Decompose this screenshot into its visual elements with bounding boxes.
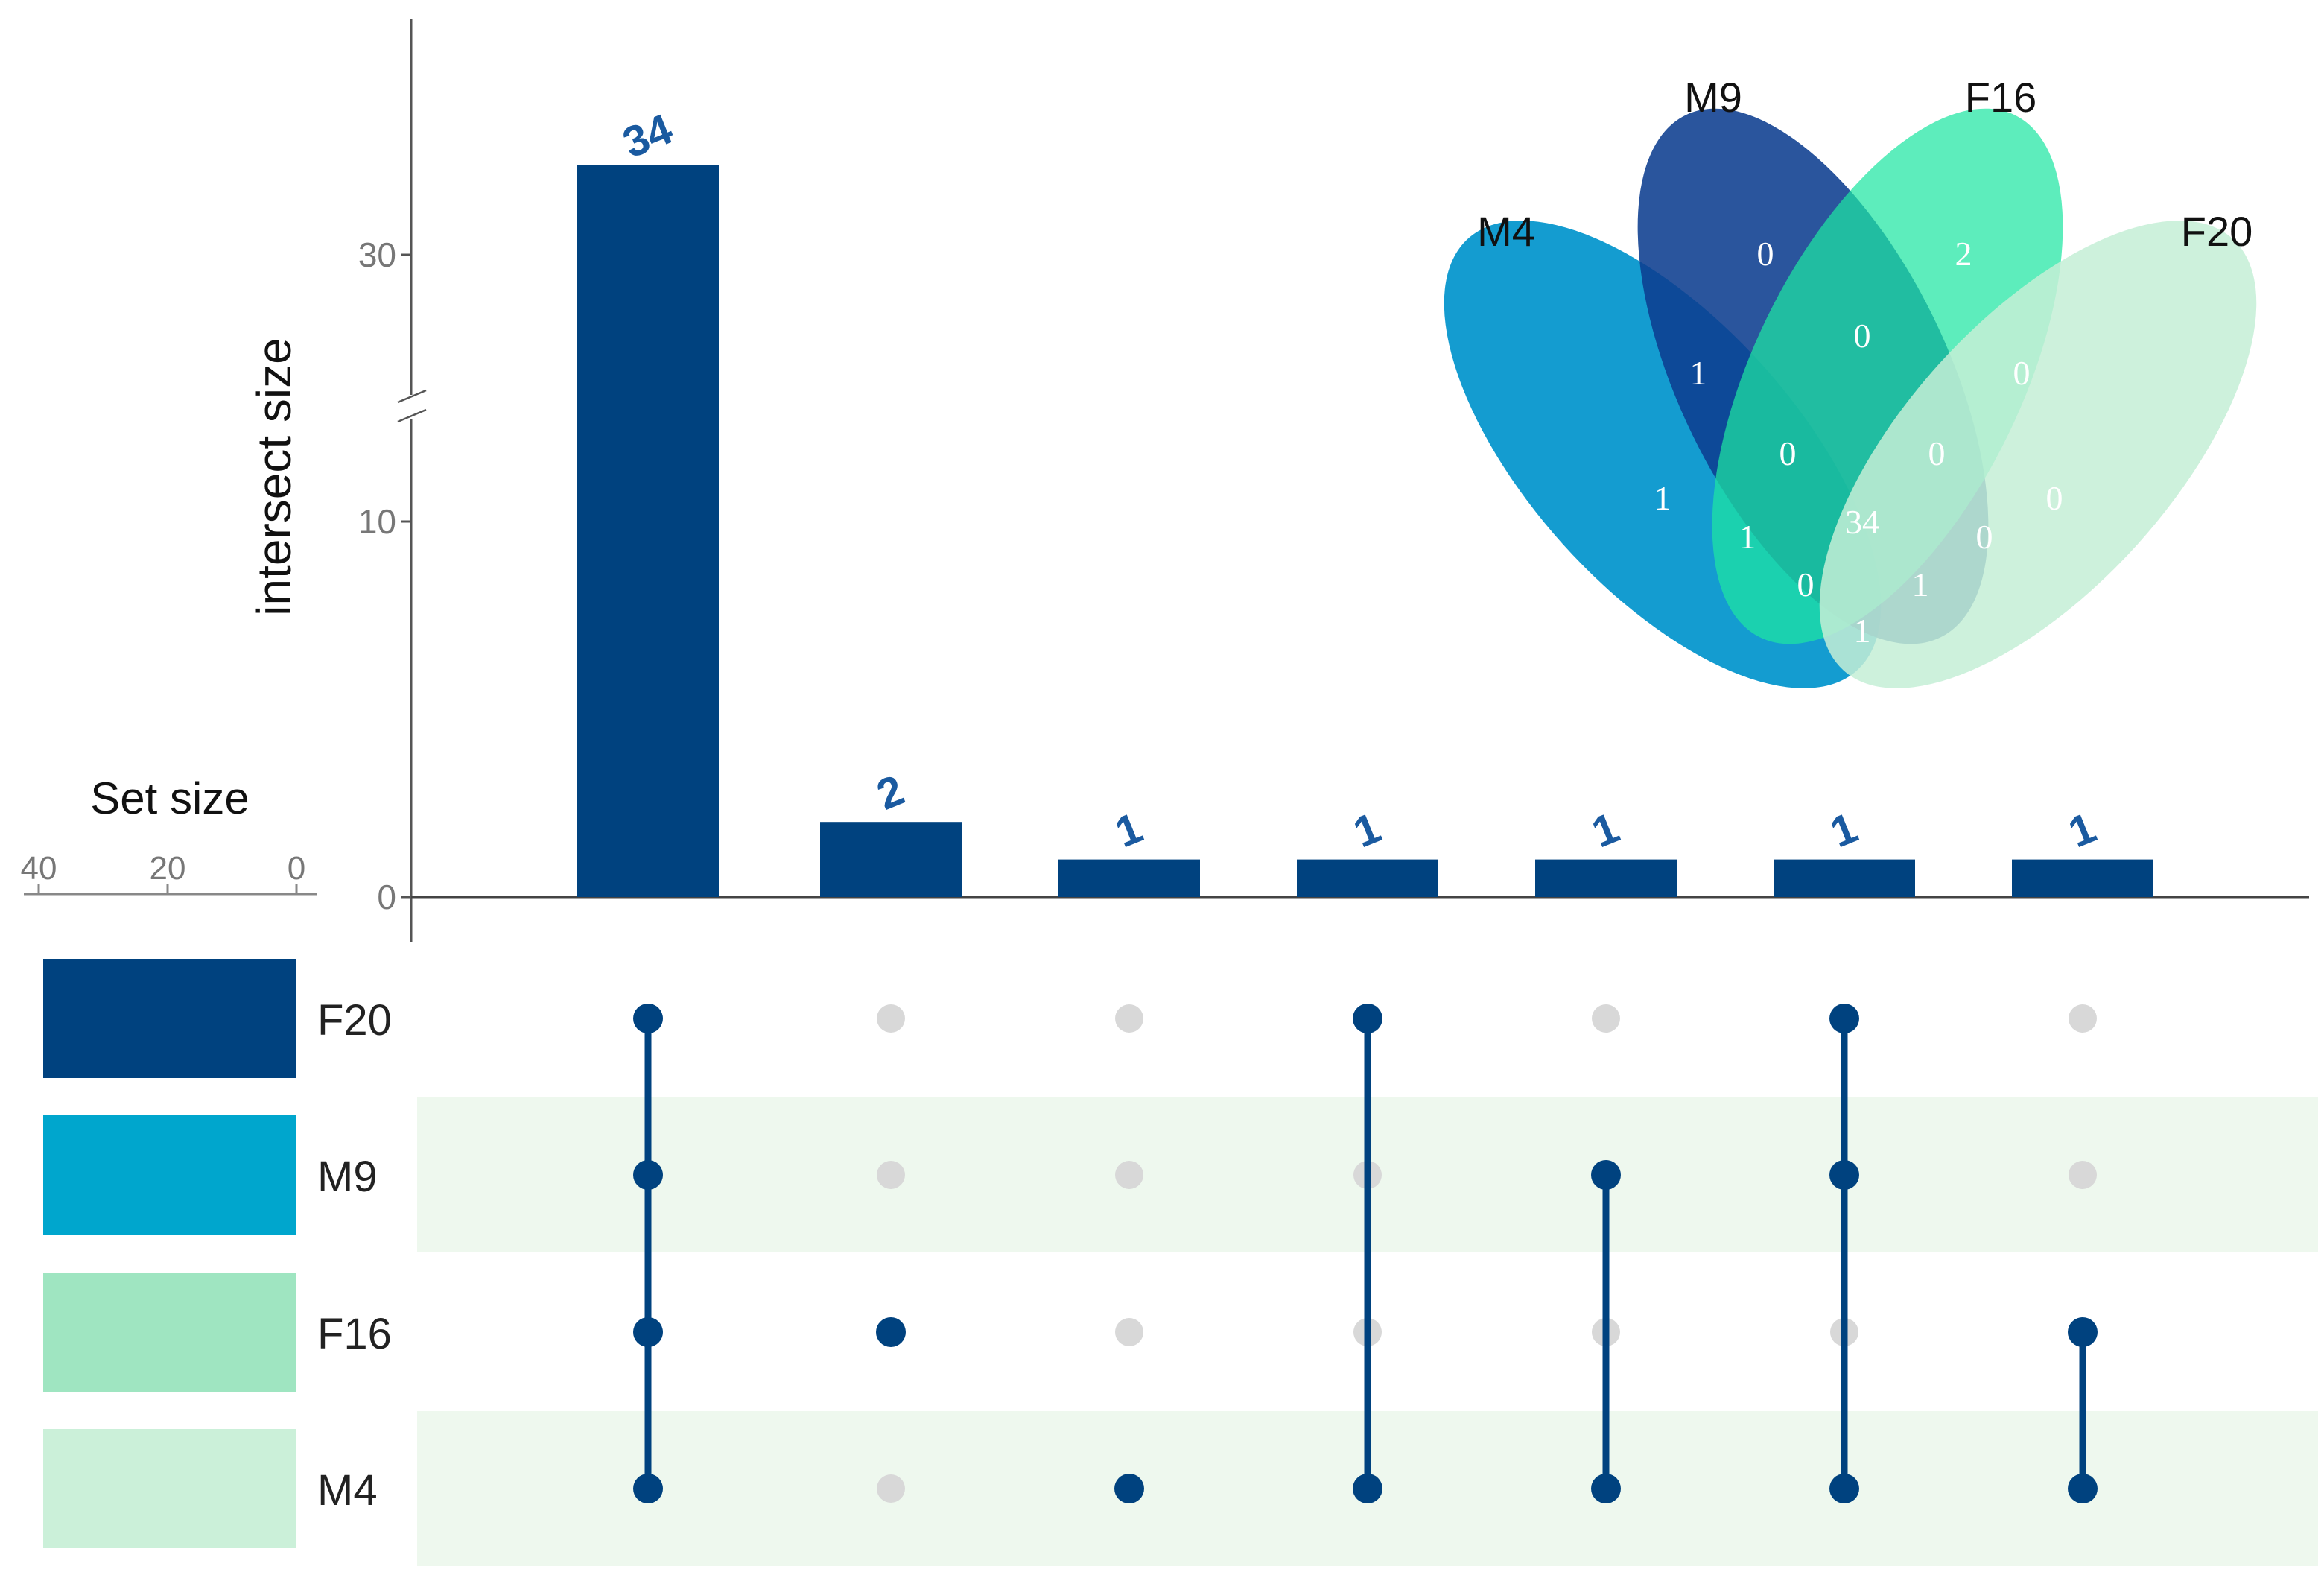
matrix-dot-active [1114, 1474, 1144, 1503]
set-name-label: M4 [317, 1466, 378, 1515]
bar-value-label: 1 [1585, 803, 1625, 857]
set-size-bar [43, 1273, 296, 1392]
venn-region-count: 0 [1797, 565, 1815, 603]
venn-region-count: 1 [1690, 354, 1707, 392]
y-tick-label: 30 [358, 235, 396, 274]
matrix-dot-active [633, 1160, 663, 1190]
bar-value-label: 1 [1108, 803, 1149, 857]
matrix-dot-active [1829, 1474, 1859, 1503]
matrix-dot-active [1353, 1004, 1382, 1033]
venn-set-label: F16 [1965, 74, 2037, 121]
set-name-label: F16 [317, 1310, 392, 1358]
matrix-dot-inactive [1115, 1004, 1143, 1033]
venn-region-count: 0 [2046, 479, 2063, 517]
matrix-dot-active [633, 1317, 663, 1347]
intersection-bar [820, 822, 962, 897]
venn-diagram: M4 M9 F16 F20 0 2 0 1 0 0 0 1 0 1 34 0 0 1 1 [1444, 74, 2257, 688]
matrix-dot-active [2068, 1474, 2098, 1503]
matrix-dot-inactive [1115, 1161, 1143, 1189]
matrix-dot-inactive [1115, 1318, 1143, 1346]
matrix-dot-inactive [877, 1474, 905, 1503]
matrix-dot-inactive [2069, 1161, 2097, 1189]
venn-region-count: 34 [1845, 503, 1879, 541]
matrix-dot-inactive [877, 1161, 905, 1189]
intersection-bar [1058, 859, 1200, 897]
venn-region-count: 1 [1739, 518, 1756, 556]
set-size-title: Set size [90, 773, 249, 823]
y-tick-label: 10 [358, 502, 396, 541]
matrix-dot-active [876, 1317, 906, 1347]
y-axis-break-mark [397, 389, 427, 404]
venn-region-count: 0 [1928, 434, 1946, 472]
matrix-dot-inactive [877, 1004, 905, 1033]
matrix-dot-active [1591, 1474, 1621, 1503]
set-name-label: F20 [317, 996, 392, 1045]
set-size-panel: Set size 40 20 0 F20 M9 F16 M4 [21, 773, 392, 1548]
venn-region-count: 1 [1854, 612, 1871, 650]
venn-ellipse-f16 [1712, 108, 2063, 644]
bar-value-label: 1 [1823, 803, 1864, 857]
y-axis-break-mark [397, 408, 427, 423]
matrix-dot-active [2068, 1317, 2098, 1347]
y-axis-title: intersect size [247, 338, 301, 615]
venn-region-count: 0 [1757, 235, 1774, 273]
venn-region-count: 0 [2013, 354, 2031, 392]
venn-ellipse-f20 [1819, 221, 2257, 688]
intersection-bar [2012, 859, 2153, 897]
matrix-dot-inactive [1592, 1004, 1620, 1033]
matrix-dot-active [1353, 1474, 1382, 1503]
set-size-bar [43, 1115, 296, 1235]
intersection-bar [577, 165, 719, 897]
matrix-dot-active [633, 1004, 663, 1033]
intersection-bar [1535, 859, 1677, 897]
venn-set-label: F20 [2181, 208, 2253, 255]
venn-region-count: 2 [1955, 235, 1972, 273]
intersection-bar [1774, 859, 1915, 897]
bar-value-label: 2 [870, 766, 910, 820]
matrix-dot-inactive [2069, 1004, 2097, 1033]
venn-region-count: 1 [1912, 565, 1929, 603]
set-name-label: M9 [317, 1153, 378, 1201]
y-tick-label: 0 [377, 878, 396, 916]
intersection-matrix [633, 1004, 2098, 1503]
set-size-tick-label: 40 [21, 850, 57, 887]
set-size-bar [43, 1429, 296, 1548]
venn-region-count: 0 [1779, 434, 1797, 472]
venn-region-count: 1 [1654, 479, 1671, 517]
matrix-dot-active [1829, 1004, 1859, 1033]
set-size-tick-label: 0 [288, 850, 305, 887]
intersection-bar [1297, 859, 1438, 897]
set-size-tick-label: 20 [150, 850, 186, 887]
matrix-dot-active [1591, 1160, 1621, 1190]
matrix-dot-active [633, 1474, 663, 1503]
bar-value-label: 1 [1347, 803, 1387, 857]
matrix-dot-active [1829, 1160, 1859, 1190]
venn-region-count: 0 [1854, 317, 1871, 355]
bar-value-label: 34 [616, 104, 679, 167]
venn-region-count: 0 [1976, 518, 1993, 556]
venn-set-label: M4 [1477, 208, 1535, 255]
venn-set-label: M9 [1684, 74, 1742, 121]
bar-value-label: 1 [2062, 803, 2102, 857]
set-size-bar [43, 959, 296, 1078]
